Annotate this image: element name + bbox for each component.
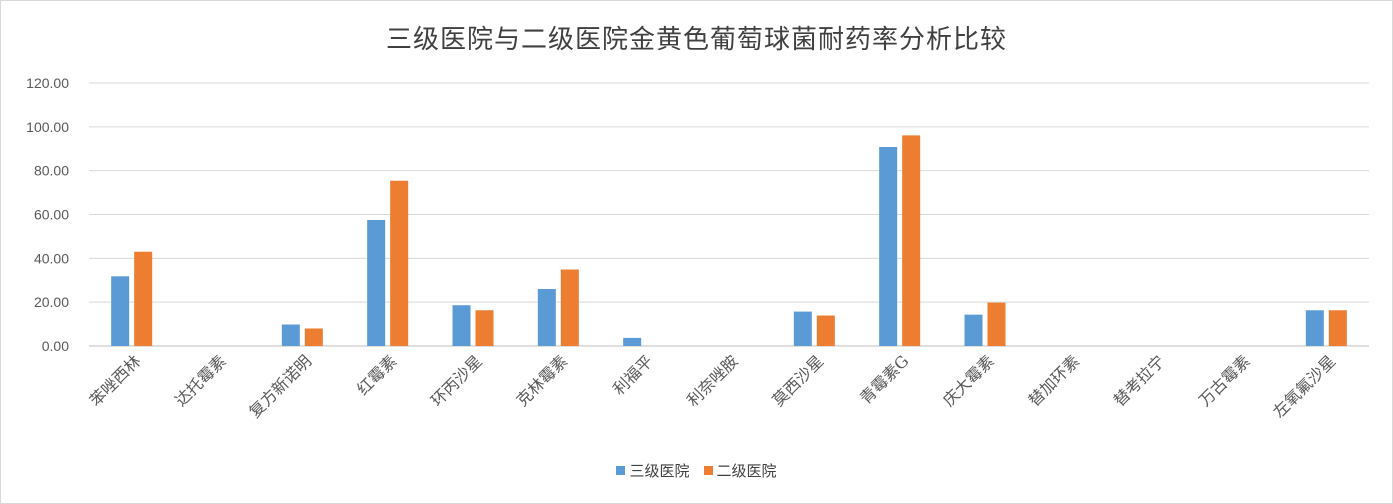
y-tick-label: 80.00 <box>34 163 69 179</box>
bar <box>964 314 983 346</box>
chart-title: 三级医院与二级医院金黄色葡萄球菌耐药率分析比较 <box>385 25 1007 55</box>
bar <box>879 146 898 346</box>
y-tick-label: 20.00 <box>34 294 69 310</box>
bar <box>793 311 812 346</box>
bar <box>304 328 323 346</box>
bar <box>1305 310 1324 346</box>
legend-label: 三级医院 <box>629 462 690 480</box>
bar <box>475 310 494 346</box>
x-tick-label: 克林霉素 <box>512 351 571 410</box>
legend-label: 二级医院 <box>716 462 777 480</box>
chart-legend: 三级医院 二级医院 <box>1 460 1392 481</box>
bar <box>623 337 642 346</box>
bar <box>111 276 130 346</box>
x-tick-label: 环丙沙星 <box>427 351 486 410</box>
bar <box>1328 310 1347 346</box>
y-tick-label: 40.00 <box>34 250 69 266</box>
bar <box>390 180 409 346</box>
bar <box>134 251 153 346</box>
bar <box>367 219 386 346</box>
bar <box>902 135 921 346</box>
x-tick-label: 苯唑西林 <box>86 351 145 410</box>
bar <box>281 324 300 346</box>
legend-swatch <box>703 466 713 475</box>
x-tick-label: 替考拉宁 <box>1110 351 1169 410</box>
x-tick-label: 青霉素G <box>856 351 912 407</box>
y-tick-label: 60.00 <box>34 207 69 223</box>
x-tick-label: 庆大霉素 <box>939 351 998 410</box>
bar <box>987 302 1006 346</box>
x-tick-label: 替加环素 <box>1024 351 1083 410</box>
x-tick-label: 达托霉素 <box>171 351 230 410</box>
x-tick-label: 万古霉素 <box>1195 351 1254 410</box>
x-tick-label: 莫西沙星 <box>768 351 827 410</box>
x-tick-label: 左氧氟沙星 <box>1269 351 1339 421</box>
bar <box>537 289 556 346</box>
y-tick-label: 120.00 <box>26 75 69 91</box>
x-tick-label: 红霉素 <box>353 351 400 398</box>
legend-item: 三级医院 <box>616 460 690 481</box>
bar <box>560 269 579 346</box>
x-tick-label: 利福平 <box>609 351 656 398</box>
legend-swatch <box>616 466 626 475</box>
bar <box>816 315 835 346</box>
y-tick-label: 0.00 <box>42 338 69 354</box>
legend-item: 二级医院 <box>703 460 777 481</box>
x-tick-label: 利奈唑胺 <box>683 351 742 410</box>
x-tick-label: 复方新诺明 <box>245 351 315 421</box>
y-tick-label: 100.00 <box>26 119 69 135</box>
bar <box>452 305 471 346</box>
